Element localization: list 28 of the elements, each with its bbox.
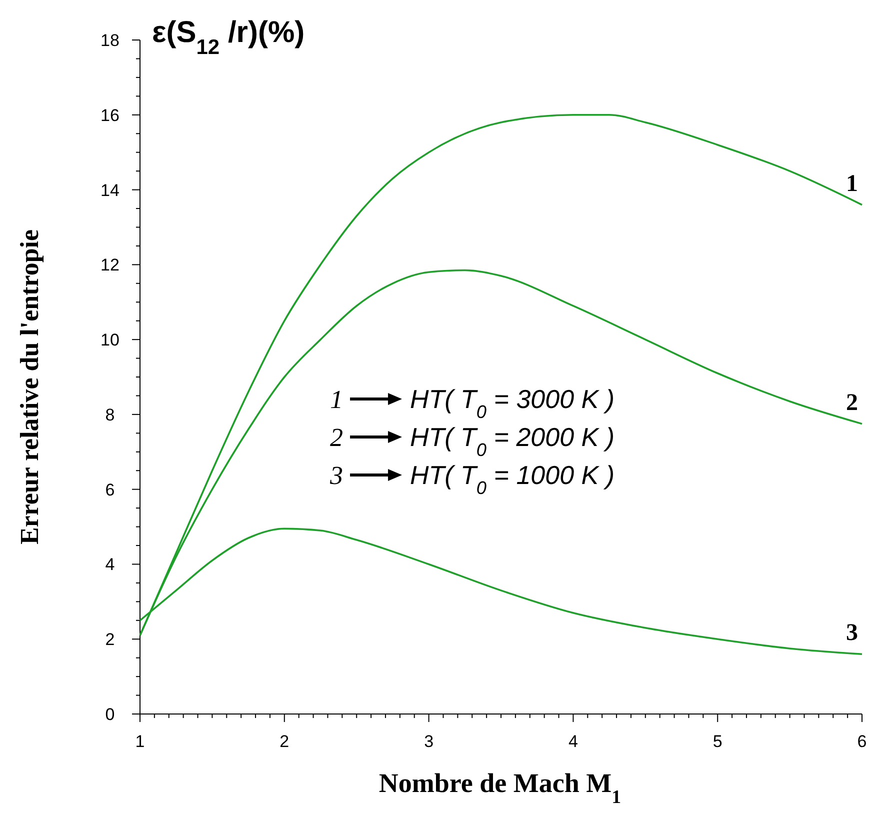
chart-title: ε(S$_{12}$/r)(%) xyxy=(152,16,305,58)
y-tick-label: 8 xyxy=(105,405,115,424)
y-axis-title: Erreur relative du l'entropie xyxy=(15,229,44,545)
y-tick-label: 2 xyxy=(105,630,115,650)
x-tick-label: 6 xyxy=(857,732,867,751)
x-tick-label: 3 xyxy=(424,732,434,751)
series-label: 3 xyxy=(846,620,858,646)
x-tick-label: 5 xyxy=(712,732,722,751)
annotation: HT( T$_{0}$ = 3000 K ) xyxy=(410,384,614,422)
y-tick-label: 16 xyxy=(100,106,120,125)
series-label: 2 xyxy=(846,390,858,416)
x-tick-label: 4 xyxy=(568,732,578,751)
y-tick-label: 18 xyxy=(100,31,120,50)
annotation: HT( T$_{0}$ = 1000 K ) xyxy=(410,460,614,498)
y-tick-label: 10 xyxy=(100,330,120,350)
y-tick-label: 4 xyxy=(105,555,115,574)
y-tick-label: 0 xyxy=(105,705,115,724)
text: 1 xyxy=(330,385,343,414)
x-tick-label: 1 xyxy=(135,732,145,751)
text: 3 xyxy=(330,461,343,490)
series-label: 1 xyxy=(846,170,858,197)
x-tick-label: 2 xyxy=(280,732,290,751)
y-tick-label: 12 xyxy=(100,256,120,275)
text: 2 xyxy=(330,423,343,452)
x-axis-title: Nombre de Mach M$_{1}$ xyxy=(378,768,622,808)
y-tick-label: 6 xyxy=(105,480,115,500)
y-tick-label: 14 xyxy=(100,180,120,200)
annotation: HT( T$_{0}$ = 2000 K ) xyxy=(410,422,614,460)
